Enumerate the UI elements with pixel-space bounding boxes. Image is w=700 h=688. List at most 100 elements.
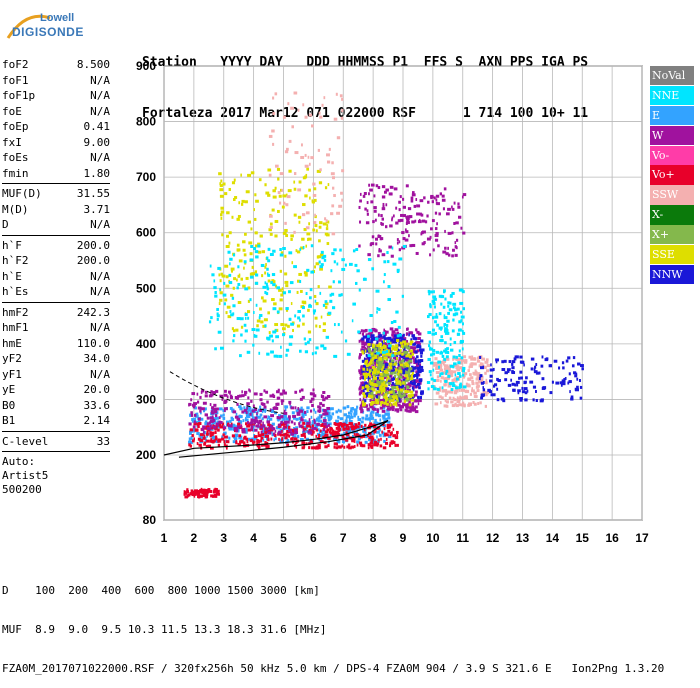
echo-point xyxy=(449,343,452,347)
echo-point xyxy=(405,378,409,382)
echo-point xyxy=(257,434,262,438)
echo-point xyxy=(445,252,449,256)
echo-point xyxy=(383,190,387,194)
echo-point xyxy=(367,332,372,336)
echo-point xyxy=(328,147,331,151)
echo-point xyxy=(397,325,401,329)
echo-point xyxy=(317,428,320,432)
echo-point xyxy=(384,337,389,341)
echo-point xyxy=(518,376,521,380)
echo-point xyxy=(383,367,387,371)
echo-point xyxy=(204,489,208,493)
echo-point xyxy=(438,395,442,399)
echo-point xyxy=(405,354,409,358)
echo-point xyxy=(243,390,248,394)
echo-point xyxy=(231,327,234,331)
echo-point xyxy=(477,355,481,359)
echo-point xyxy=(323,409,327,413)
echo-point xyxy=(367,394,371,398)
echo-point xyxy=(389,397,392,401)
echo-point xyxy=(359,384,363,388)
echo-point xyxy=(394,436,399,440)
echo-point xyxy=(447,301,450,305)
echo-point xyxy=(299,389,301,393)
echo-point xyxy=(430,227,433,231)
echo-point xyxy=(369,412,372,416)
echo-point xyxy=(519,360,524,364)
echo-point xyxy=(247,396,250,400)
echo-point xyxy=(381,388,384,392)
echo-point xyxy=(497,379,501,383)
echo-point xyxy=(396,241,399,245)
echo-point xyxy=(189,431,192,435)
echo-point xyxy=(345,426,348,430)
echo-point xyxy=(473,372,477,376)
echo-point xyxy=(443,329,448,333)
echo-point xyxy=(387,342,391,346)
echo-point xyxy=(213,410,218,414)
echo-point xyxy=(415,379,419,383)
echo-point xyxy=(348,419,353,423)
echo-point xyxy=(397,403,401,407)
echo-point xyxy=(271,422,275,426)
echo-point xyxy=(379,398,384,402)
echo-point xyxy=(420,354,423,358)
echo-point xyxy=(245,276,249,280)
echo-point xyxy=(265,263,267,267)
echo-point xyxy=(230,269,233,273)
echo-point xyxy=(265,191,270,195)
echo-point xyxy=(480,375,484,379)
echo-point xyxy=(379,367,383,371)
echo-point xyxy=(385,368,389,372)
echo-point xyxy=(387,298,391,302)
echo-point xyxy=(362,367,366,371)
echo-point xyxy=(380,437,382,441)
echo-point xyxy=(376,386,380,390)
echo-point xyxy=(400,359,404,363)
echo-point xyxy=(369,422,372,426)
echo-point xyxy=(372,356,375,360)
echo-point xyxy=(297,309,301,313)
echo-point xyxy=(400,369,403,373)
echo-point xyxy=(273,433,277,437)
echo-point xyxy=(402,337,407,341)
echo-point xyxy=(455,377,459,381)
echo-point xyxy=(447,382,450,386)
echo-point xyxy=(397,343,402,347)
echo-point xyxy=(327,444,330,448)
echo-point xyxy=(289,402,291,406)
echo-point xyxy=(482,393,485,397)
echo-point xyxy=(256,319,261,323)
echo-point xyxy=(345,431,348,435)
echo-point xyxy=(358,288,361,292)
echo-point xyxy=(333,435,337,439)
echo-point xyxy=(219,184,223,188)
echo-point xyxy=(535,399,538,403)
echo-point xyxy=(383,356,388,360)
echo-point xyxy=(362,425,365,429)
echo-point xyxy=(221,397,224,401)
echo-point xyxy=(198,422,202,426)
echo-point xyxy=(210,316,213,320)
echo-point xyxy=(269,394,274,398)
echo-point xyxy=(226,234,230,238)
echo-point xyxy=(356,443,359,447)
echo-point xyxy=(519,355,523,359)
echo-point xyxy=(409,244,413,248)
echo-point xyxy=(371,416,375,420)
echo-point xyxy=(386,407,390,411)
param-divider xyxy=(2,301,110,303)
echo-point xyxy=(253,421,257,425)
echo-point xyxy=(254,416,258,420)
echo-point xyxy=(481,357,485,361)
echo-point xyxy=(460,358,463,362)
echo-point xyxy=(364,359,368,363)
echo-point xyxy=(252,404,255,408)
echo-point xyxy=(414,405,418,409)
echo-point xyxy=(266,267,269,271)
echo-point xyxy=(438,365,441,369)
echo-point xyxy=(290,237,293,241)
echo-point xyxy=(368,438,371,442)
echo-point xyxy=(389,185,394,189)
echo-point xyxy=(519,397,523,401)
